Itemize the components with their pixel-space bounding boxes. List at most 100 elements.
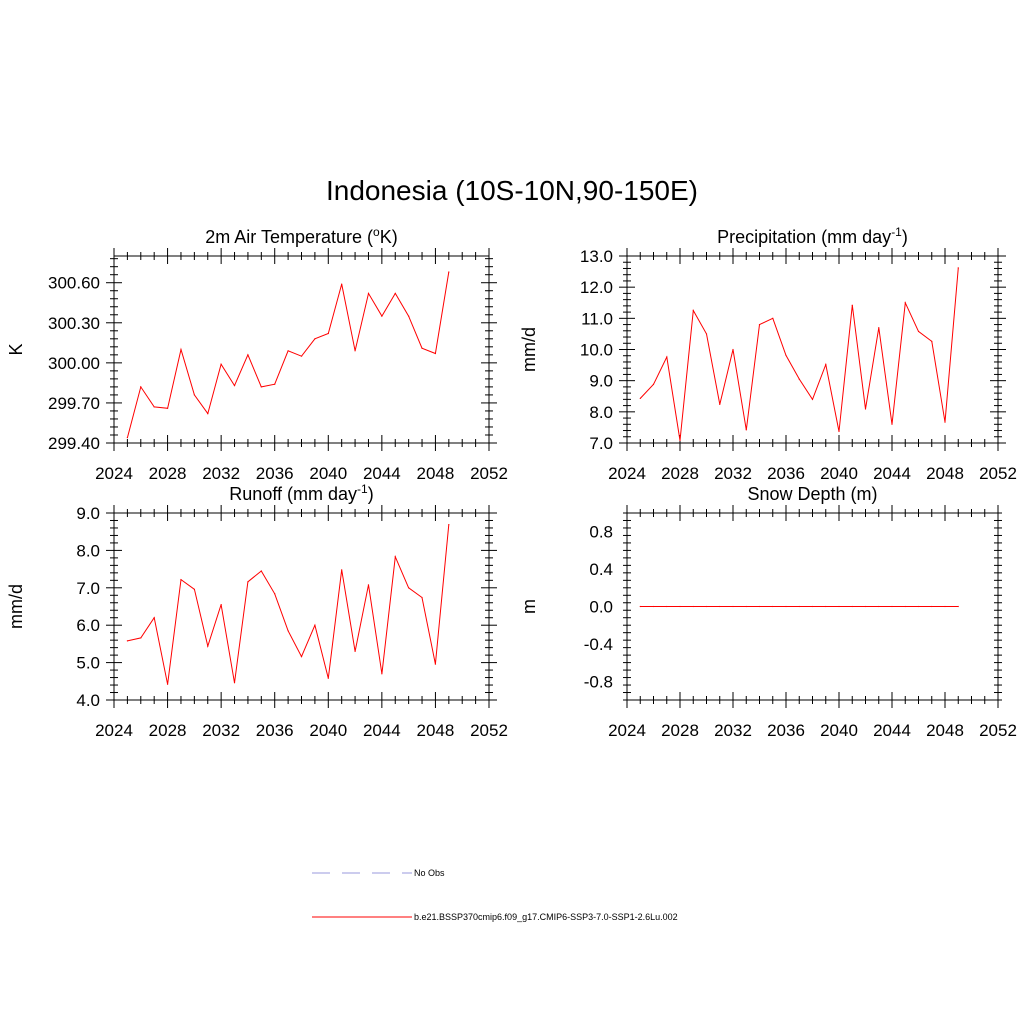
panel-precipitation: Precipitation (mm day-1) mm/d 2024 2028 2032… [519,225,1017,483]
y-tick-label: 0.8 [589,523,613,542]
x-tick-label: 2028 [149,464,187,483]
data-point [878,605,880,608]
data-point [851,605,853,608]
legend-label-no-obs: No Obs [414,868,445,878]
x-tick-label: 2052 [979,721,1017,740]
data-point [931,605,933,608]
x-tick-label: 2028 [661,721,699,740]
data-point [247,581,249,583]
data-point [692,605,694,608]
y-tick-label: 7.0 [589,434,613,453]
data-point [957,267,959,269]
y-tick-label: 6.0 [76,616,100,635]
data-point [193,588,195,590]
data-point [639,605,641,608]
data-point [652,605,655,608]
data-point [851,304,853,306]
data-point [811,605,814,608]
data-point [864,605,867,608]
data-point [798,605,800,608]
data-point [772,605,774,608]
data-point [300,656,303,658]
data-point [274,593,276,595]
data-point [408,315,410,317]
data-point [705,605,708,608]
data-point [904,302,906,304]
panel-runoff: Runoff (mm day-1) mm/d 2024 2028 2032 2036 204… [6,482,508,740]
x-tick-label: 2040 [309,721,347,740]
data-point [825,363,827,366]
data-point [917,605,920,608]
y-tick-label: 9.0 [76,504,100,523]
data-point [207,645,209,647]
data-point [758,323,761,326]
y-tick-label: 11.0 [581,309,613,328]
data-point [434,352,437,355]
data-point [745,429,747,431]
x-tick-label: 2032 [202,464,240,483]
data-point [679,605,681,608]
data-point [274,383,276,385]
y-tick-label: 300.00 [48,354,100,373]
y-axis-label: mm/d [519,327,539,372]
data-point [327,677,329,679]
data-point [891,605,893,608]
y-axis-label: mm/d [6,584,26,629]
x-tick-label: 2040 [820,464,858,483]
data-point [394,556,396,558]
data-point [193,394,195,396]
x-tick-label: 2044 [363,721,401,740]
data-point [448,271,450,273]
y-tick-label: 13.0 [580,247,613,266]
data-point [354,650,356,652]
data-point [878,327,880,329]
y-tick-label: 7.0 [76,579,100,598]
panels: 2m Air Temperature (oK) K 2024 2028 2032 2036… [6,225,1017,740]
data-point [652,383,655,386]
data-point [180,348,182,351]
data-point [838,605,840,608]
panel-title: Snow Depth (m) [747,484,877,504]
data-point [300,355,303,357]
x-tick-label: 2024 [608,464,646,483]
x-tick-label: 2052 [470,721,508,740]
data-point [434,663,437,665]
data-point [448,523,450,526]
x-tick-label: 2032 [202,721,240,740]
data-point [247,354,249,356]
x-tick-label: 2040 [309,464,347,483]
data-point [287,630,289,632]
data-point [220,604,222,606]
y-tick-label: 9.0 [589,372,613,391]
data-point [931,340,933,342]
x-tick-label: 2048 [417,464,455,483]
x-tick-label: 2040 [820,721,858,740]
y-tick-label: 299.40 [48,434,100,453]
data-point [287,350,289,352]
data-point [666,605,668,608]
data-point [944,421,946,423]
data-point [421,347,423,349]
data-point [798,378,800,380]
data-point [233,682,236,684]
data-point [421,596,423,599]
data-point [666,356,668,358]
data-point [381,673,383,675]
data-point [732,348,734,351]
data-point [944,605,946,608]
panel-snow-depth: Snow Depth (m) m 2024 2028 2032 2036 2040 2044 2… [519,484,1017,740]
data-point [891,423,893,425]
x-tick-label: 2032 [714,721,752,740]
data-point [825,605,827,608]
data-point [220,363,222,365]
legend: No Obs b.e21.BSSP370cmip6.f09_g17.CMIP6-… [312,868,678,922]
data-point [732,605,734,608]
data-point [314,338,316,340]
data-point [314,624,316,626]
data-point [260,570,262,572]
data-point [719,403,721,405]
y-tick-label: 300.60 [48,274,100,293]
data-point [381,315,383,317]
